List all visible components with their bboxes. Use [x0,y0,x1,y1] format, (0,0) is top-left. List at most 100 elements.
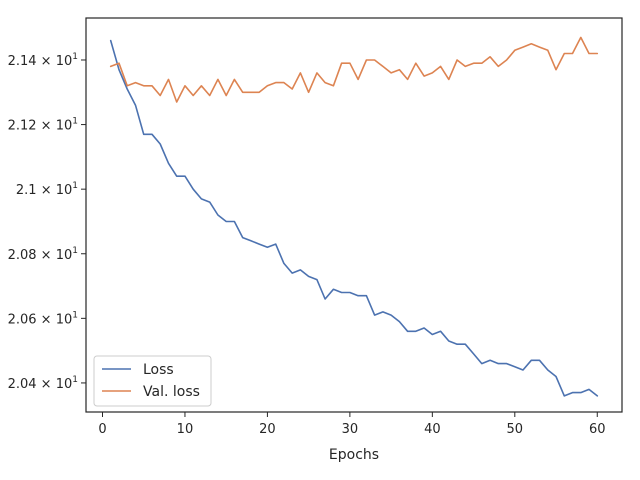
data-point-loss [233,220,236,223]
data-point-loss [208,201,211,204]
x-tick-label: 60 [589,422,606,437]
data-point-val-loss [489,55,492,58]
data-point-val-loss [315,71,318,74]
data-point-val-loss [282,81,285,84]
data-point-loss [200,197,203,200]
legend-label-val-loss: Val. loss [143,384,200,400]
series-line-val-loss [109,36,599,103]
data-point-loss [332,288,335,291]
data-point-loss [142,133,145,136]
x-tick-label: 10 [177,422,194,437]
data-point-val-loss [423,75,426,78]
data-point-val-loss [571,52,574,55]
data-point-val-loss [241,91,244,94]
data-point-val-loss [200,84,203,87]
data-point-loss [522,369,525,372]
data-point-loss [159,143,162,146]
data-point-loss [464,343,467,346]
data-point-loss [423,327,426,330]
data-point-loss [497,362,500,365]
data-point-loss [439,330,442,333]
series-layer [109,36,599,397]
data-point-val-loss [307,91,310,94]
data-point-loss [299,268,302,271]
data-point-val-loss [258,91,261,94]
data-point-loss [175,175,178,178]
data-point-loss [225,220,228,223]
data-point-val-loss [208,94,211,97]
data-point-val-loss [151,84,154,87]
x-tick-label: 0 [98,422,106,437]
y-tick-label: 2.06 × 101 [8,310,78,327]
y-tick-label: 2.1 × 101 [16,181,78,198]
data-point-val-loss [530,42,533,45]
data-point-val-loss [406,78,409,81]
x-tick-label: 50 [507,422,524,437]
data-point-val-loss [365,59,368,62]
data-point-val-loss [546,49,549,52]
data-point-val-loss [109,65,112,68]
data-point-loss [291,272,294,275]
data-point-val-loss [299,71,302,74]
data-point-loss [184,175,187,178]
data-point-val-loss [505,59,508,62]
x-tick-label: 20 [259,422,276,437]
data-point-val-loss [184,84,187,87]
data-point-val-loss [291,88,294,91]
data-point-loss [266,246,269,249]
data-point-val-loss [340,62,343,65]
data-point-val-loss [497,65,500,68]
data-point-loss [258,243,261,246]
x-axis-ticks: 0 10 20 30 40 50 60 [98,412,606,437]
data-point-loss [472,352,475,355]
data-point-loss [596,394,599,397]
data-point-loss [348,291,351,294]
data-point-val-loss [332,84,335,87]
data-point-loss [216,214,219,217]
data-point-loss [324,298,327,301]
y-tick-label: 2.08 × 101 [8,246,78,263]
data-point-val-loss [588,52,591,55]
data-point-val-loss [142,84,145,87]
data-point-val-loss [216,78,219,81]
data-point-val-loss [513,49,516,52]
data-point-val-loss [398,68,401,71]
data-point-loss [357,294,360,297]
data-point-val-loss [563,52,566,55]
data-point-loss [365,294,368,297]
data-point-val-loss [266,84,269,87]
data-point-loss [118,68,121,71]
data-point-loss [109,39,112,42]
data-point-val-loss [233,78,236,81]
data-point-val-loss [522,46,525,49]
data-point-loss [588,388,591,391]
data-point-val-loss [118,62,121,65]
data-point-loss [315,278,318,281]
data-point-loss [249,239,252,242]
data-point-val-loss [414,62,417,65]
x-tick-label: 30 [342,422,359,437]
data-point-loss [307,275,310,278]
data-point-loss [546,369,549,372]
data-point-val-loss [274,81,277,84]
data-point-loss [414,330,417,333]
data-point-val-loss [447,78,450,81]
data-point-val-loss [381,65,384,68]
data-point-loss [563,394,566,397]
data-point-loss [538,359,541,362]
data-point-loss [340,291,343,294]
y-tick-label: 2.14 × 101 [8,52,78,69]
data-point-loss [447,340,450,343]
data-point-val-loss [480,62,483,65]
data-point-val-loss [126,84,129,87]
data-point-val-loss [175,101,178,104]
x-tick-label: 40 [424,422,441,437]
data-point-val-loss [579,36,582,39]
data-point-val-loss [348,62,351,65]
data-point-val-loss [225,94,228,97]
data-point-loss [513,365,516,368]
data-point-loss [192,188,195,191]
data-point-val-loss [134,81,137,84]
data-point-loss [373,314,376,317]
data-point-val-loss [167,78,170,81]
